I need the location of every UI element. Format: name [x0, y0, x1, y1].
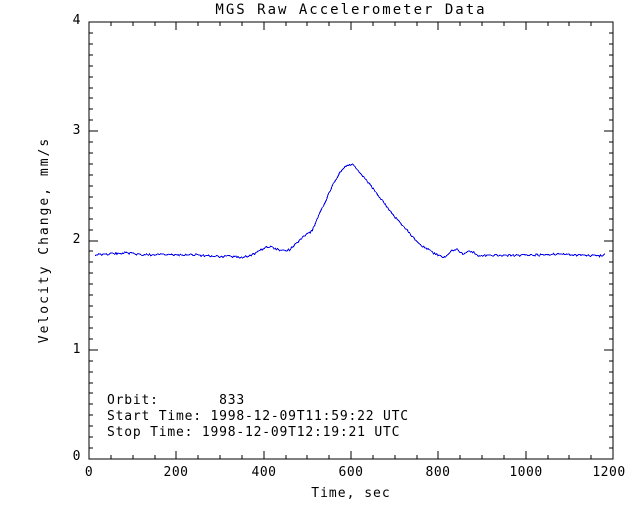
chart-title: MGS Raw Accelerometer Data [215, 2, 487, 18]
y-tick-label-1: 1 [72, 342, 81, 357]
x-tick-label-400: 400 [251, 465, 277, 480]
y-tick-label-0: 0 [72, 449, 81, 464]
x-tick-label-1000: 1000 [509, 465, 543, 480]
x-tick-label-0: 0 [84, 465, 94, 480]
data-series-line [94, 163, 606, 259]
x-tick-label-200: 200 [163, 465, 189, 480]
x-tick-label-800: 800 [425, 465, 451, 480]
annotation-start-time: Start Time: 1998-12-09T11:59:22 UTC [107, 409, 409, 424]
y-tick-label-3: 3 [72, 123, 81, 138]
axis-ticks [88, 21, 614, 460]
annotation-stop-time: Stop Time: 1998-12-09T12:19:21 UTC [107, 425, 401, 440]
y-tick-label-4: 4 [72, 13, 81, 28]
x-axis-title: Time, sec [311, 486, 391, 501]
x-tick-label-1200: 1200 [592, 465, 626, 480]
y-tick-label-2: 2 [72, 232, 81, 247]
x-tick-label-600: 600 [338, 465, 364, 480]
annotation-orbit: Orbit: 833 [107, 393, 246, 408]
